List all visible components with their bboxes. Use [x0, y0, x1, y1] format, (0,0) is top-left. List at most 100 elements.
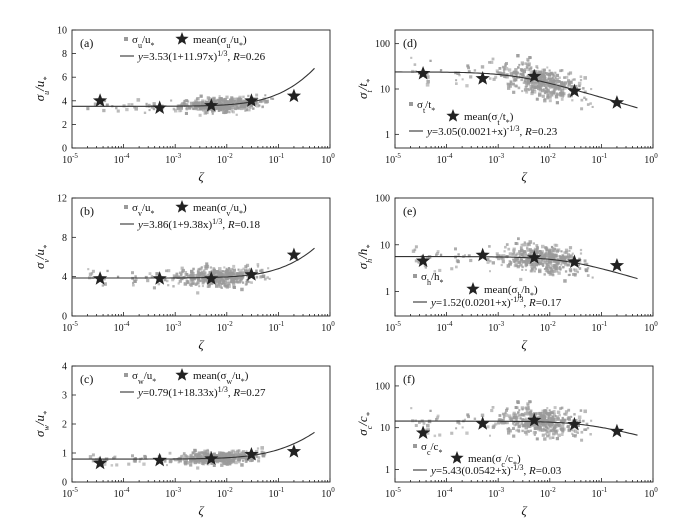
- fit-line: [72, 67, 315, 107]
- scatter-point: [542, 84, 545, 87]
- scatter-point: [222, 454, 226, 458]
- x-axis-label: ζ: [198, 503, 204, 518]
- scatter-point: [541, 244, 545, 249]
- scatter-point: [583, 96, 586, 99]
- scatter-point: [560, 406, 564, 410]
- scatter-point: [557, 93, 561, 96]
- scatter-point: [557, 424, 560, 427]
- scatter-point: [548, 84, 551, 87]
- scatter-point: [515, 74, 518, 77]
- scatter-point: [227, 280, 231, 284]
- scatter-point: [505, 243, 509, 246]
- scatter-point: [231, 278, 234, 281]
- scatter-point: [547, 412, 552, 416]
- scatter-point: [489, 270, 491, 273]
- scatter-point: [218, 274, 222, 279]
- scatter-point: [527, 62, 531, 66]
- scatter-point: [212, 97, 216, 101]
- scatter-point: [515, 264, 518, 267]
- scatter-point: [250, 281, 253, 284]
- scatter-point: [198, 107, 203, 111]
- scatter-point: [519, 263, 523, 267]
- y-tick-label: 100: [375, 39, 390, 50]
- panel-a: 10-5 10-4 10-3 10-2 10-1 100 0 2 4 6 8 10 ζ σu/u* (a) σ…: [32, 26, 335, 185]
- scatter-point: [183, 99, 186, 102]
- scatter-point: [243, 453, 247, 456]
- scatter-point: [116, 275, 120, 278]
- scatter-point: [539, 261, 543, 265]
- scatter-point: [552, 410, 556, 413]
- scatter-point: [560, 433, 564, 436]
- scatter-point: [237, 451, 240, 454]
- scatter-point: [225, 106, 229, 110]
- scatter-point: [509, 263, 512, 266]
- scatter-point: [519, 417, 522, 420]
- scatter-point: [116, 109, 120, 113]
- scatter-point: [196, 453, 200, 456]
- scatter-point: [546, 427, 550, 431]
- scatter-point: [521, 252, 525, 255]
- fit-line: [72, 431, 315, 460]
- scatter-point: [205, 101, 209, 104]
- scatter-point: [541, 94, 545, 98]
- scatter-point: [551, 91, 555, 95]
- scatter-point: [535, 97, 539, 101]
- scatter-point: [571, 78, 574, 81]
- scatter-point: [570, 85, 573, 88]
- x-axis-label: ζ: [521, 337, 527, 352]
- scatter-point: [494, 75, 498, 79]
- scatter-point: [530, 91, 534, 96]
- scatter-point: [131, 271, 134, 275]
- scatter-point: [179, 273, 183, 276]
- mean-star: [286, 444, 302, 458]
- scatter-point: [516, 421, 520, 425]
- scatter-point: [548, 425, 553, 429]
- scatter-point: [252, 107, 255, 110]
- scatter-point: [193, 461, 197, 465]
- scatter-point: [591, 276, 594, 279]
- scatter-point: [202, 108, 205, 112]
- scatter-point: [513, 264, 517, 268]
- scatter-point: [531, 251, 534, 255]
- scatter-point: [508, 416, 513, 420]
- scatter-point: [534, 262, 538, 267]
- scatter-point: [545, 249, 548, 252]
- scatter-point: [508, 252, 513, 256]
- legend-star-marker: [446, 109, 460, 122]
- x-tick-label: 10-3: [165, 486, 181, 500]
- scatter-point: [559, 268, 562, 271]
- scatter-point: [224, 101, 226, 104]
- scatter-point: [231, 272, 235, 276]
- legend-scatter-marker: [124, 373, 128, 377]
- scatter-point: [232, 97, 237, 101]
- x-tick-label: 10-5: [62, 320, 78, 334]
- scatter-point: [523, 88, 528, 92]
- scatter-point: [529, 252, 533, 255]
- scatter-point: [237, 449, 241, 452]
- scatter-point: [264, 100, 268, 104]
- scatter-point: [564, 248, 569, 252]
- scatter-point: [517, 86, 521, 90]
- scatter-point: [529, 400, 532, 403]
- scatter-point: [264, 94, 267, 97]
- scatter-point: [257, 456, 261, 459]
- scatter-point: [231, 453, 235, 458]
- y-tick-label: 12: [57, 194, 67, 205]
- scatter-point: [515, 71, 519, 75]
- scatter-point: [243, 456, 247, 460]
- scatter-point: [573, 272, 576, 276]
- scatter-point: [547, 253, 550, 257]
- y-tick-label: 10: [57, 26, 67, 37]
- scatter-point: [538, 259, 542, 262]
- legend-scatter-marker: [409, 102, 413, 106]
- scatter-point: [270, 97, 273, 100]
- scatter-point: [538, 87, 543, 92]
- scatter-point: [526, 423, 530, 427]
- scatter-point: [517, 237, 520, 241]
- x-tick-label: 10-2: [217, 152, 233, 166]
- scatter-point: [553, 406, 557, 410]
- scatter-point: [563, 412, 566, 416]
- scatter-point: [480, 413, 485, 417]
- scatter-point: [189, 453, 193, 457]
- panel-e: 10-5 10-4 10-3 10-2 10-1 100 1 10 100 ζ σh/h* (e) σh…: [355, 194, 658, 353]
